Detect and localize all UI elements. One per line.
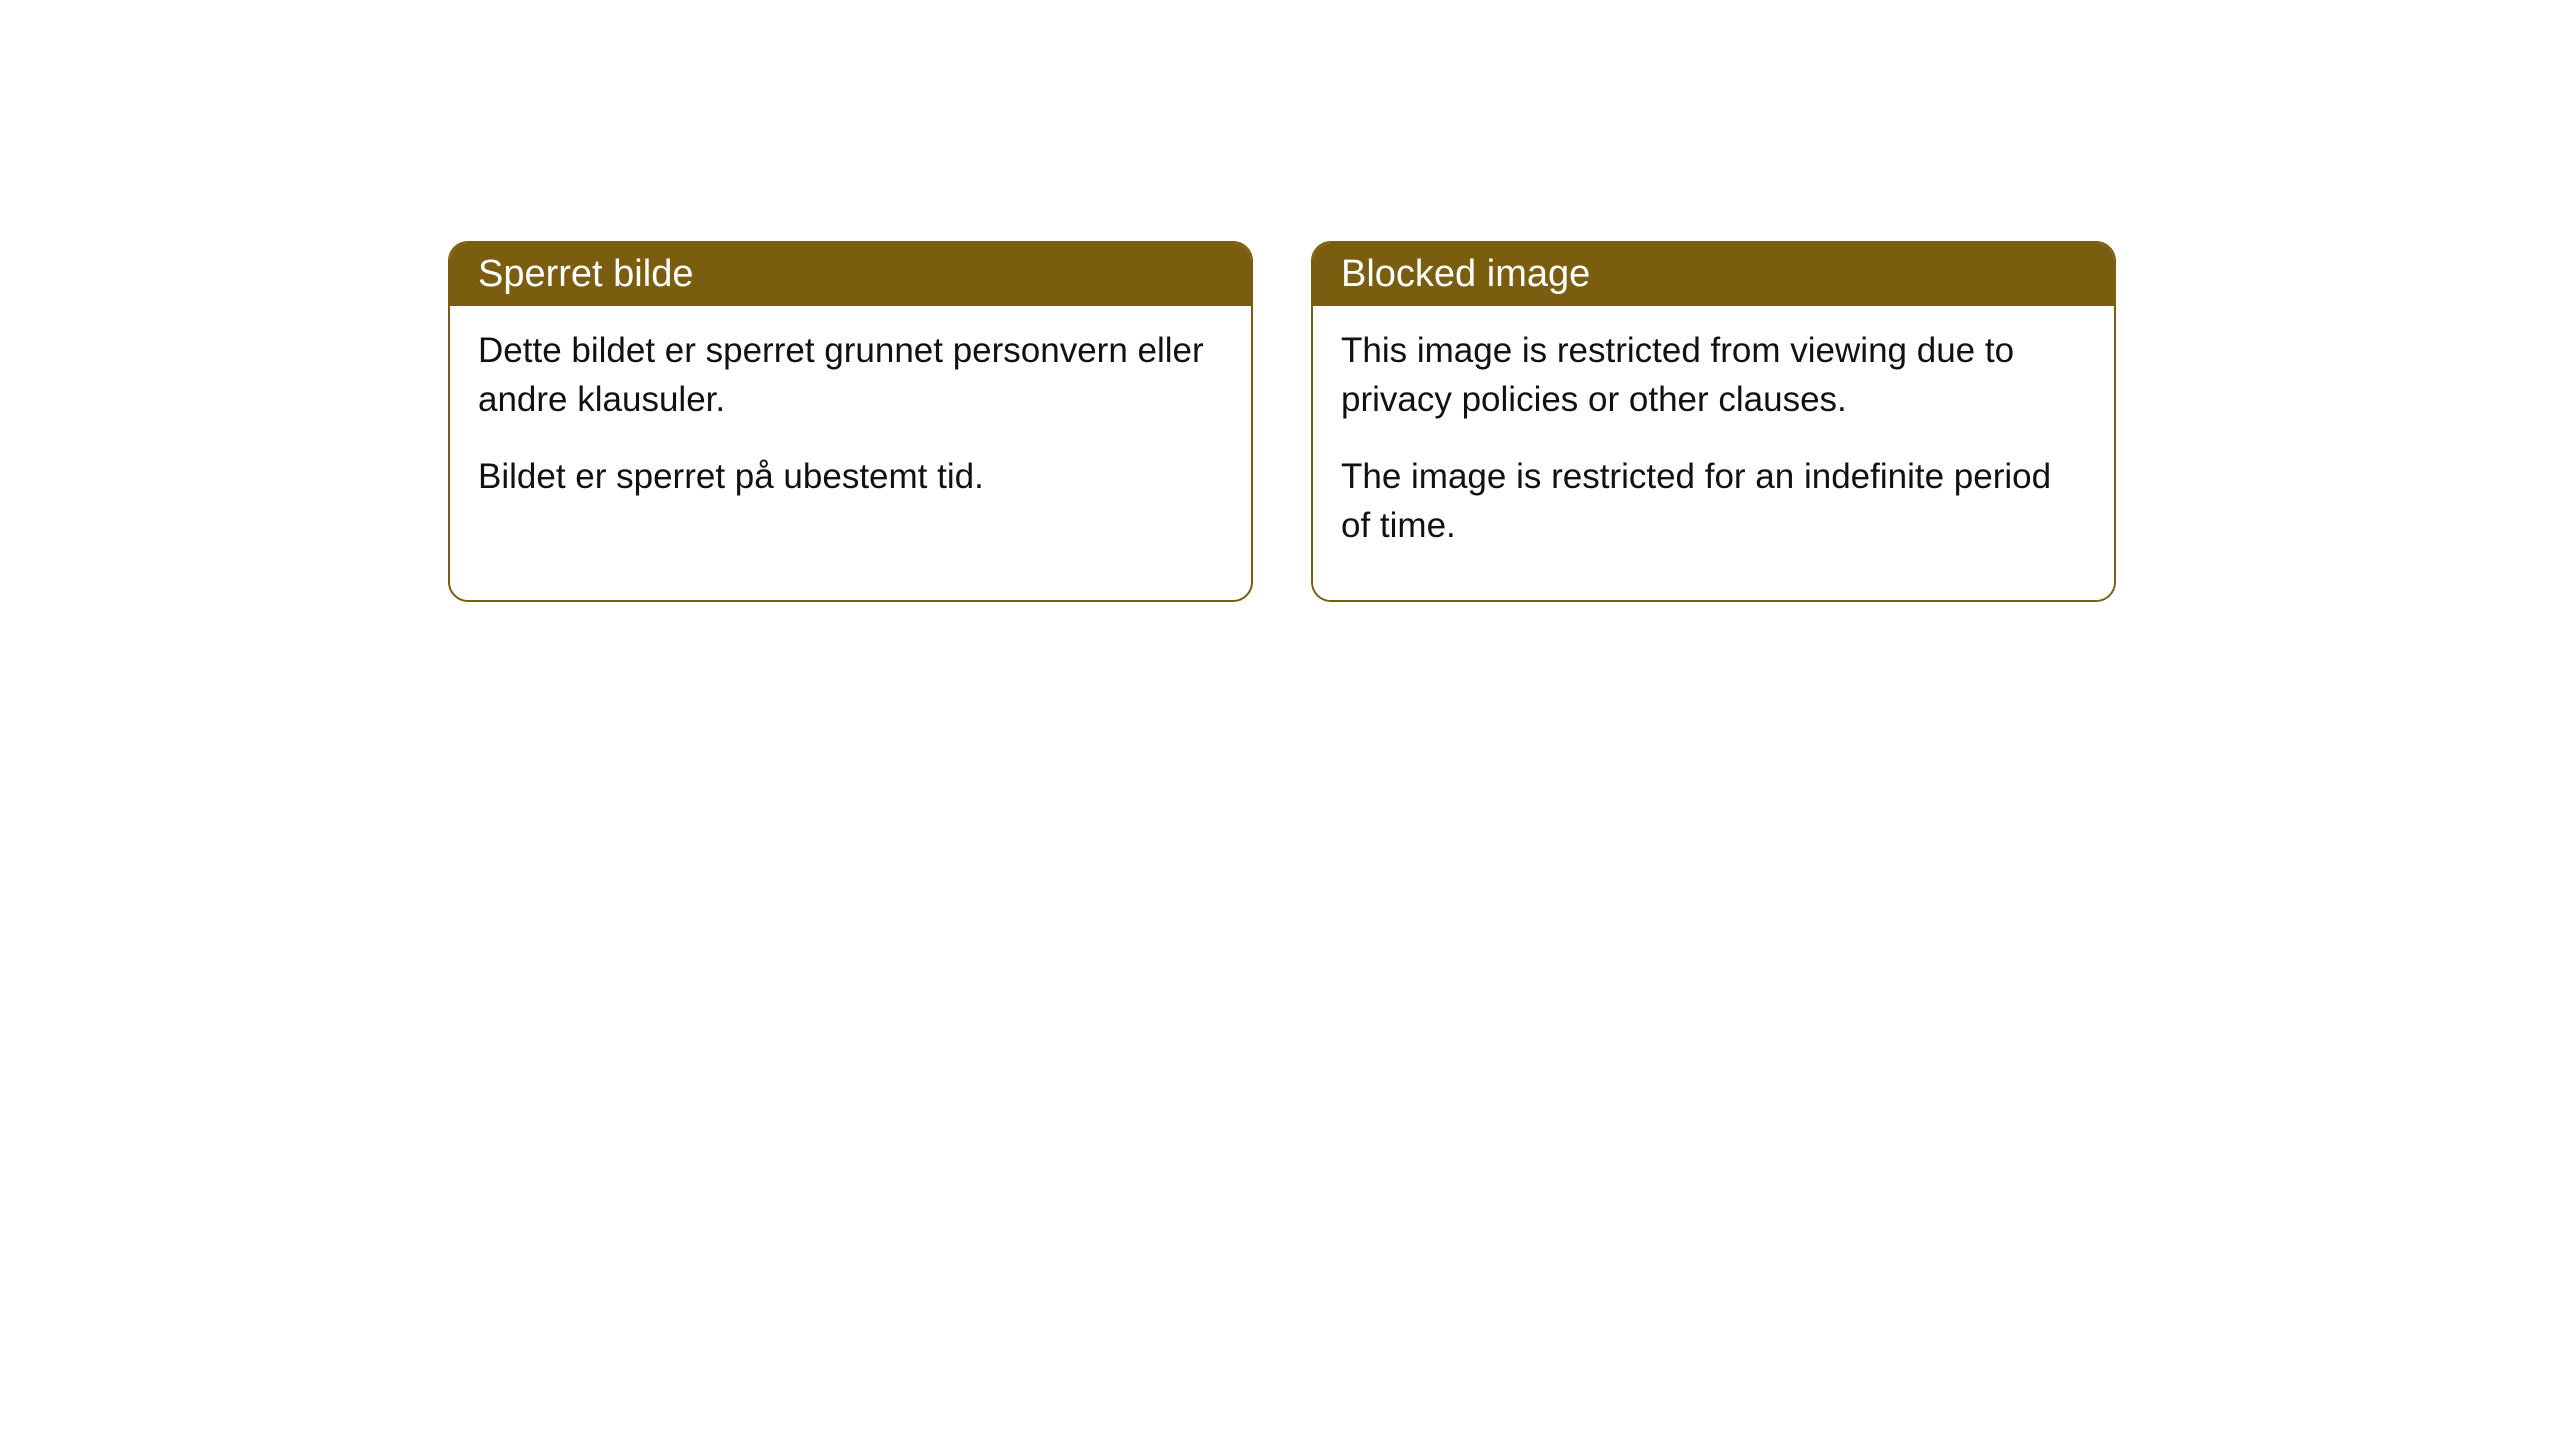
notice-card-norwegian: Sperret bilde Dette bildet er sperret gr… — [448, 241, 1253, 602]
card-paragraph-1: Dette bildet er sperret grunnet personve… — [478, 326, 1223, 424]
card-body: This image is restricted from viewing du… — [1313, 306, 2114, 600]
card-title: Blocked image — [1341, 253, 1590, 295]
notice-card-english: Blocked image This image is restricted f… — [1311, 241, 2116, 602]
card-paragraph-2: The image is restricted for an indefinit… — [1341, 452, 2086, 550]
card-paragraph-1: This image is restricted from viewing du… — [1341, 326, 2086, 424]
card-paragraph-2: Bildet er sperret på ubestemt tid. — [478, 452, 1223, 501]
card-title: Sperret bilde — [478, 253, 693, 295]
card-header: Sperret bilde — [450, 243, 1251, 306]
card-header: Blocked image — [1313, 243, 2114, 306]
card-body: Dette bildet er sperret grunnet personve… — [450, 306, 1251, 551]
notice-cards-container: Sperret bilde Dette bildet er sperret gr… — [448, 241, 2116, 602]
